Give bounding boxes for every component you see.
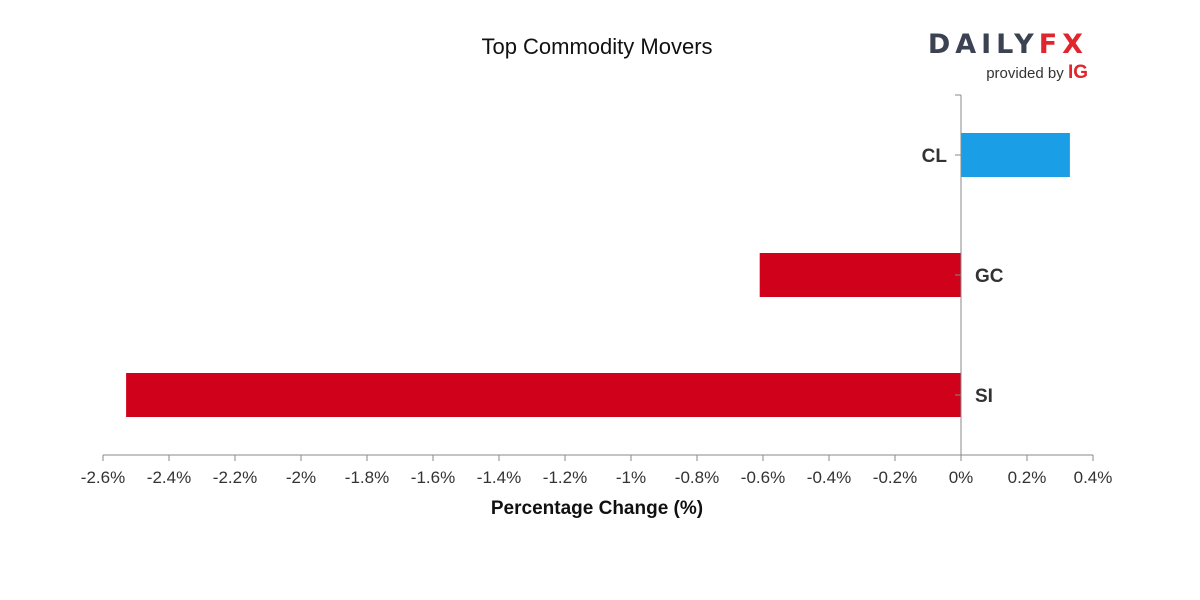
bar-cl (961, 133, 1070, 177)
ig-logo-text: IG (1067, 62, 1088, 83)
x-tick-label: 0.2% (1008, 468, 1047, 487)
x-tick-label: 0.4% (1074, 468, 1113, 487)
x-tick-label: -1.8% (345, 468, 389, 487)
x-tick-label: -1.2% (543, 468, 587, 487)
logo-daily-text: DAILY (927, 29, 1039, 60)
logo-wordmark: DAILYFX (928, 30, 1088, 60)
x-tick-label: -2.4% (147, 468, 191, 487)
x-tick-label: -0.2% (873, 468, 917, 487)
x-tick-label: -0.6% (741, 468, 785, 487)
logo-provided-by: provided by IG (928, 62, 1088, 84)
x-tick-label: -2.6% (81, 468, 125, 487)
dailyfx-logo: DAILYFX provided by IG (928, 30, 1088, 84)
x-tick-label: -2.2% (213, 468, 257, 487)
x-tick-label: -0.8% (675, 468, 719, 487)
bar-si (126, 373, 962, 417)
x-tick-label: 0% (949, 468, 974, 487)
x-tick-label: -0.4% (807, 468, 851, 487)
plot-area: CL GC SI -2.6% -2.4% -2.2% -2% -1.8% -1.6% -1.4% -… (81, 94, 1113, 487)
bar-gc (759, 253, 961, 297)
logo-fx-text: FX (1038, 29, 1088, 60)
x-axis-title: Percentage Change (%) (491, 498, 703, 519)
category-label-gc: GC (975, 266, 1004, 287)
x-tick-label: -1% (616, 468, 646, 487)
category-label-si: SI (975, 386, 993, 407)
chart-title: Top Commodity Movers (481, 34, 712, 59)
provided-by-text: provided by (986, 65, 1064, 82)
x-tick-label: -2% (286, 468, 316, 487)
category-label-cl: CL (922, 146, 948, 167)
x-tick-label: -1.6% (411, 468, 455, 487)
x-tick-label: -1.4% (477, 468, 521, 487)
